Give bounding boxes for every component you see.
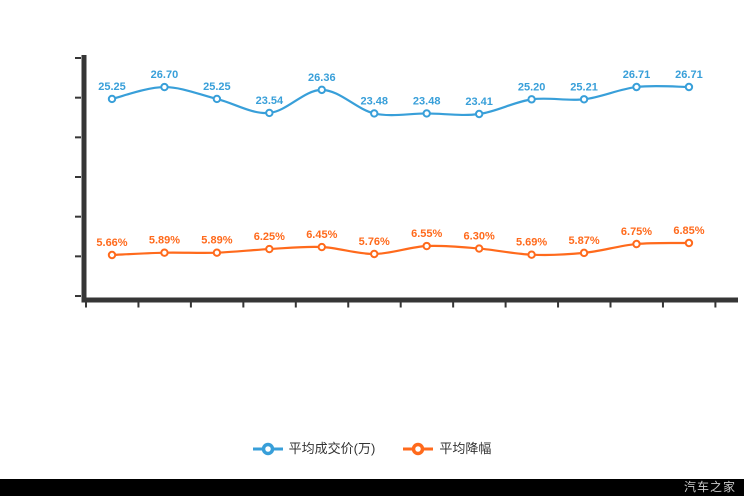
data-point-label: 23.54 <box>256 95 284 107</box>
data-point-label: 26.71 <box>675 69 703 81</box>
legend-item-avg-discount[interactable]: 平均降幅 <box>403 441 491 457</box>
data-point[interactable] <box>370 109 379 118</box>
data-point[interactable] <box>160 82 169 92</box>
watermark-bar: 汽车之家 <box>0 479 744 496</box>
legend-label-avg-deal-price: 平均成交价(万) <box>288 441 376 456</box>
series-line <box>111 85 689 117</box>
data-point[interactable] <box>317 85 326 95</box>
data-point[interactable] <box>370 249 379 259</box>
data-point[interactable] <box>212 94 222 104</box>
data-point-label: 26.70 <box>151 69 179 81</box>
data-point[interactable] <box>160 248 169 257</box>
data-point-label: 6.75% <box>621 226 652 238</box>
data-point[interactable] <box>107 250 117 260</box>
data-point-label: 23.41 <box>465 96 493 108</box>
line-series-marker-icon <box>252 442 283 456</box>
line-series-marker-icon <box>403 442 434 456</box>
data-point-label: 6.45% <box>306 229 337 241</box>
data-point[interactable] <box>474 244 484 253</box>
data-point[interactable] <box>107 94 117 104</box>
data-point-label: 6.25% <box>254 231 285 243</box>
data-point[interactable] <box>684 238 694 248</box>
data-point[interactable] <box>527 95 536 104</box>
data-point-label: 5.87% <box>568 235 599 247</box>
data-point[interactable] <box>684 82 694 92</box>
data-point[interactable] <box>317 242 326 252</box>
legend-label-avg-discount: 平均降幅 <box>439 441 492 456</box>
data-point[interactable] <box>422 241 431 251</box>
data-point[interactable] <box>265 108 274 118</box>
data-point[interactable] <box>527 250 536 259</box>
data-point[interactable] <box>422 109 431 118</box>
data-point-label: 5.89% <box>149 235 180 247</box>
data-point-label: 25.25 <box>98 81 126 93</box>
data-point[interactable] <box>474 109 484 119</box>
chart-legend: 平均成交价(万) 平均降幅 <box>0 441 744 457</box>
data-point-label: 23.48 <box>413 95 441 107</box>
data-point-label: 26.71 <box>623 69 651 81</box>
data-point[interactable] <box>579 248 589 258</box>
data-point-label: 5.76% <box>359 236 390 248</box>
data-point-label: 23.48 <box>360 95 388 107</box>
data-point-label: 26.36 <box>308 72 336 84</box>
data-point[interactable] <box>579 95 589 104</box>
data-point-label: 5.69% <box>516 237 547 249</box>
data-point-label: 6.55% <box>411 228 442 240</box>
chart-canvas: 25.25 26.70 25.25 23.54 26.36 23.48 23.48 23.41… <box>75 55 738 308</box>
data-point-label: 5.66% <box>96 237 127 249</box>
data-point-label: 6.85% <box>673 225 704 237</box>
series-line <box>111 241 689 257</box>
data-point-label: 5.89% <box>201 235 232 247</box>
data-point-label: 25.20 <box>518 81 546 93</box>
data-point-label: 6.30% <box>464 231 495 243</box>
data-point[interactable] <box>632 82 641 92</box>
data-point[interactable] <box>265 244 274 254</box>
data-point-label: 25.21 <box>570 81 598 93</box>
legend-item-avg-deal-price[interactable]: 平均成交价(万) <box>252 441 376 457</box>
data-point[interactable] <box>212 248 222 257</box>
watermark-text: 汽车之家 <box>683 480 736 494</box>
data-point[interactable] <box>632 239 641 249</box>
data-point-label: 25.25 <box>203 81 231 93</box>
